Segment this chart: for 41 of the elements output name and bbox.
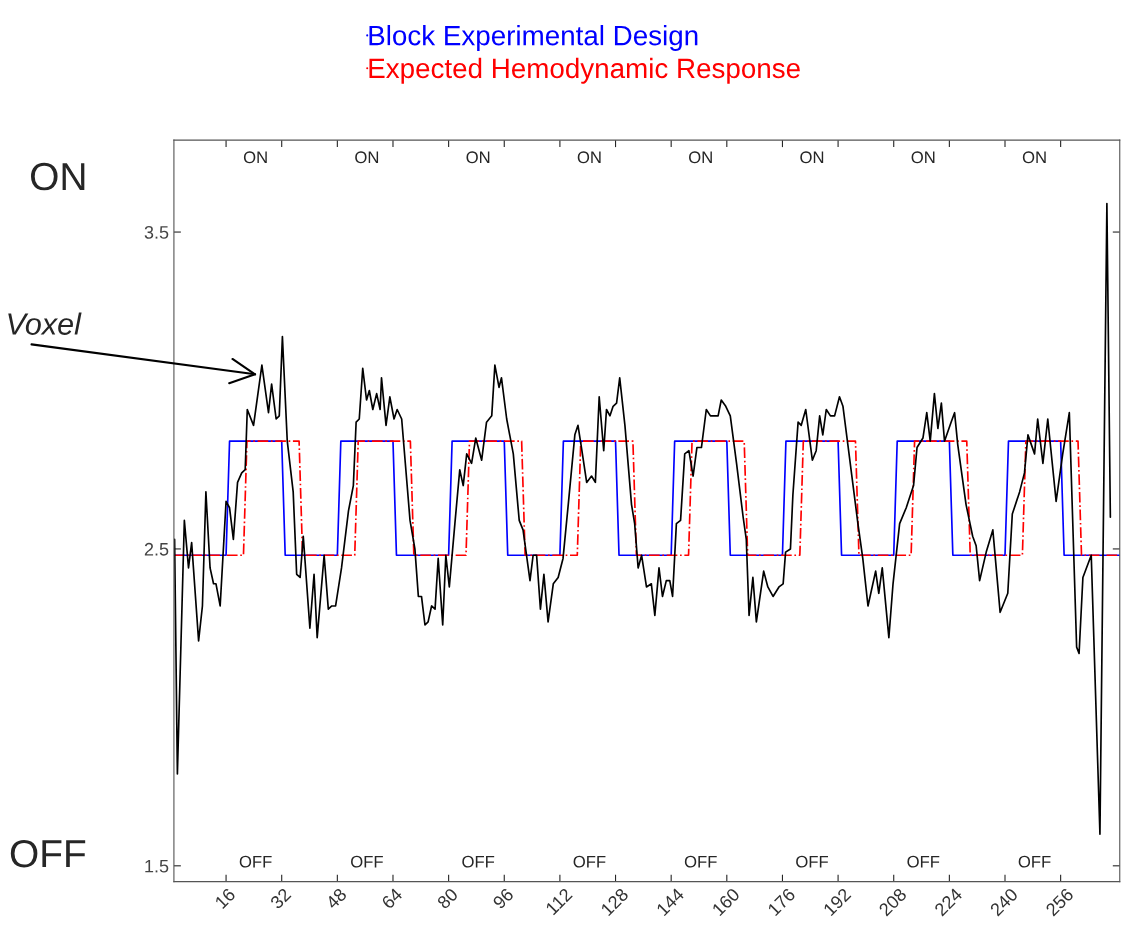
annotation: OFF <box>351 855 383 868</box>
annotation: ON <box>911 151 935 164</box>
x-tick-label: 224 <box>933 887 963 917</box>
x-tick-label: 176 <box>767 887 796 917</box>
x-tick-label: 64 <box>380 887 404 910</box>
text: ON <box>31 162 85 191</box>
annotation: OFF <box>796 855 828 868</box>
annotation: OFF <box>1018 855 1051 868</box>
annotation: OFF <box>907 855 940 868</box>
line-series <box>173 202 1112 835</box>
annotation: OFF <box>239 855 272 868</box>
x-tick-label: 256 <box>1045 887 1075 917</box>
x-tick-label: 240 <box>989 887 1019 917</box>
y-tick-label: 1.5 <box>145 859 169 873</box>
annotation: ON <box>577 151 601 164</box>
x-tick-label: 48 <box>324 887 348 910</box>
x-tick-label: 112 <box>545 887 573 916</box>
legend-label: Block Experimental Design <box>369 25 698 51</box>
x-tick-label: 144 <box>656 887 685 917</box>
annotation: ON <box>1022 151 1046 164</box>
x-tick-label: 32 <box>269 887 292 910</box>
annotation: OFF <box>462 855 495 868</box>
annotation: OFF <box>573 855 606 868</box>
x-tick-label: 160 <box>711 887 741 917</box>
annotation: ON <box>689 151 712 164</box>
x-tick-label: 128 <box>600 887 630 917</box>
annotation: ON <box>243 151 267 164</box>
annotation: ON <box>466 151 490 164</box>
x-tick-label: 16 <box>214 887 237 910</box>
annotation: ON <box>800 151 824 164</box>
y-tick-label: 3.5 <box>144 225 169 239</box>
x-tick-label: 192 <box>822 887 852 917</box>
x-tick-label: 80 <box>436 887 459 910</box>
y-tick-label: 2.5 <box>144 542 169 556</box>
annotation: ON <box>355 151 379 164</box>
x-tick-label: 208 <box>878 887 908 917</box>
x-tick-label: 96 <box>492 887 515 910</box>
legend-label: Expected Hemodynamic Response <box>369 57 800 84</box>
annotation: Voxel <box>8 312 82 335</box>
annotation: OFF <box>684 855 717 868</box>
text: OFF <box>10 839 86 868</box>
